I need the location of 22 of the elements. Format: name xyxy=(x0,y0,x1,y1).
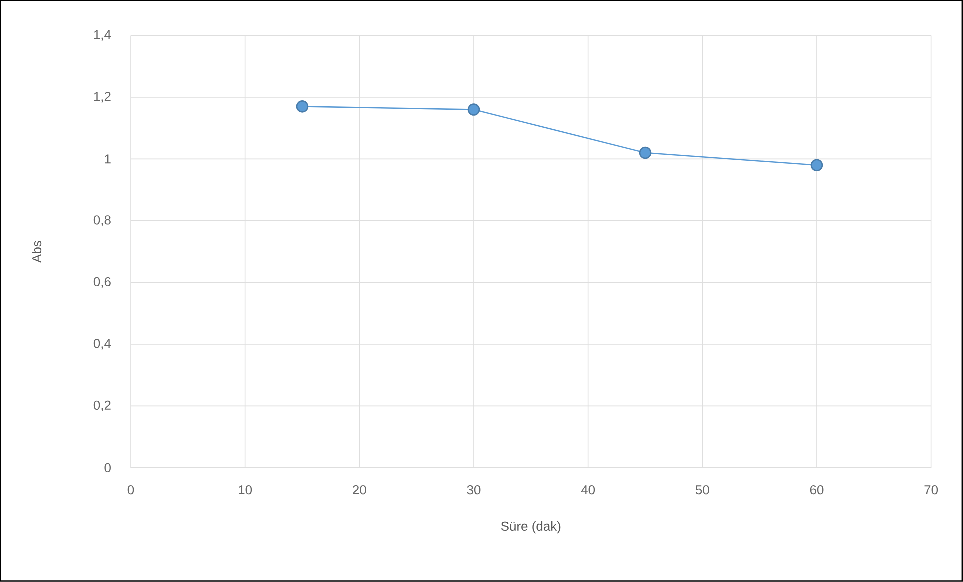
y-tick-label: 0,2 xyxy=(94,400,111,412)
point xyxy=(296,100,309,113)
y-tick-label: 1 xyxy=(105,154,111,164)
y-tick-label: 0,6 xyxy=(94,277,111,288)
y-tick-label: 0 xyxy=(104,463,111,473)
x-tick-label: 40 xyxy=(581,486,596,495)
point xyxy=(639,146,652,160)
point xyxy=(810,159,824,172)
x-tick-label: 30 xyxy=(467,486,481,495)
point xyxy=(468,104,480,116)
y-tick-label: 0,8 xyxy=(94,216,111,226)
x-tick-label: 50 xyxy=(696,486,710,495)
x-tick-label: 70 xyxy=(924,486,938,495)
y-tick-label: 1,2 xyxy=(94,92,111,103)
y-axis-title: Abs xyxy=(32,241,42,264)
x-axis-title: Süre (dak) xyxy=(501,522,561,534)
x-tick-label: 60 xyxy=(810,486,824,495)
x-tick-label: 20 xyxy=(353,486,366,495)
x-tick-label: 10 xyxy=(239,486,252,495)
y-tick-label: 1,4 xyxy=(94,30,112,42)
y-tick-label: 0,4 xyxy=(94,339,112,350)
x-tick-label: 0 xyxy=(128,486,134,495)
